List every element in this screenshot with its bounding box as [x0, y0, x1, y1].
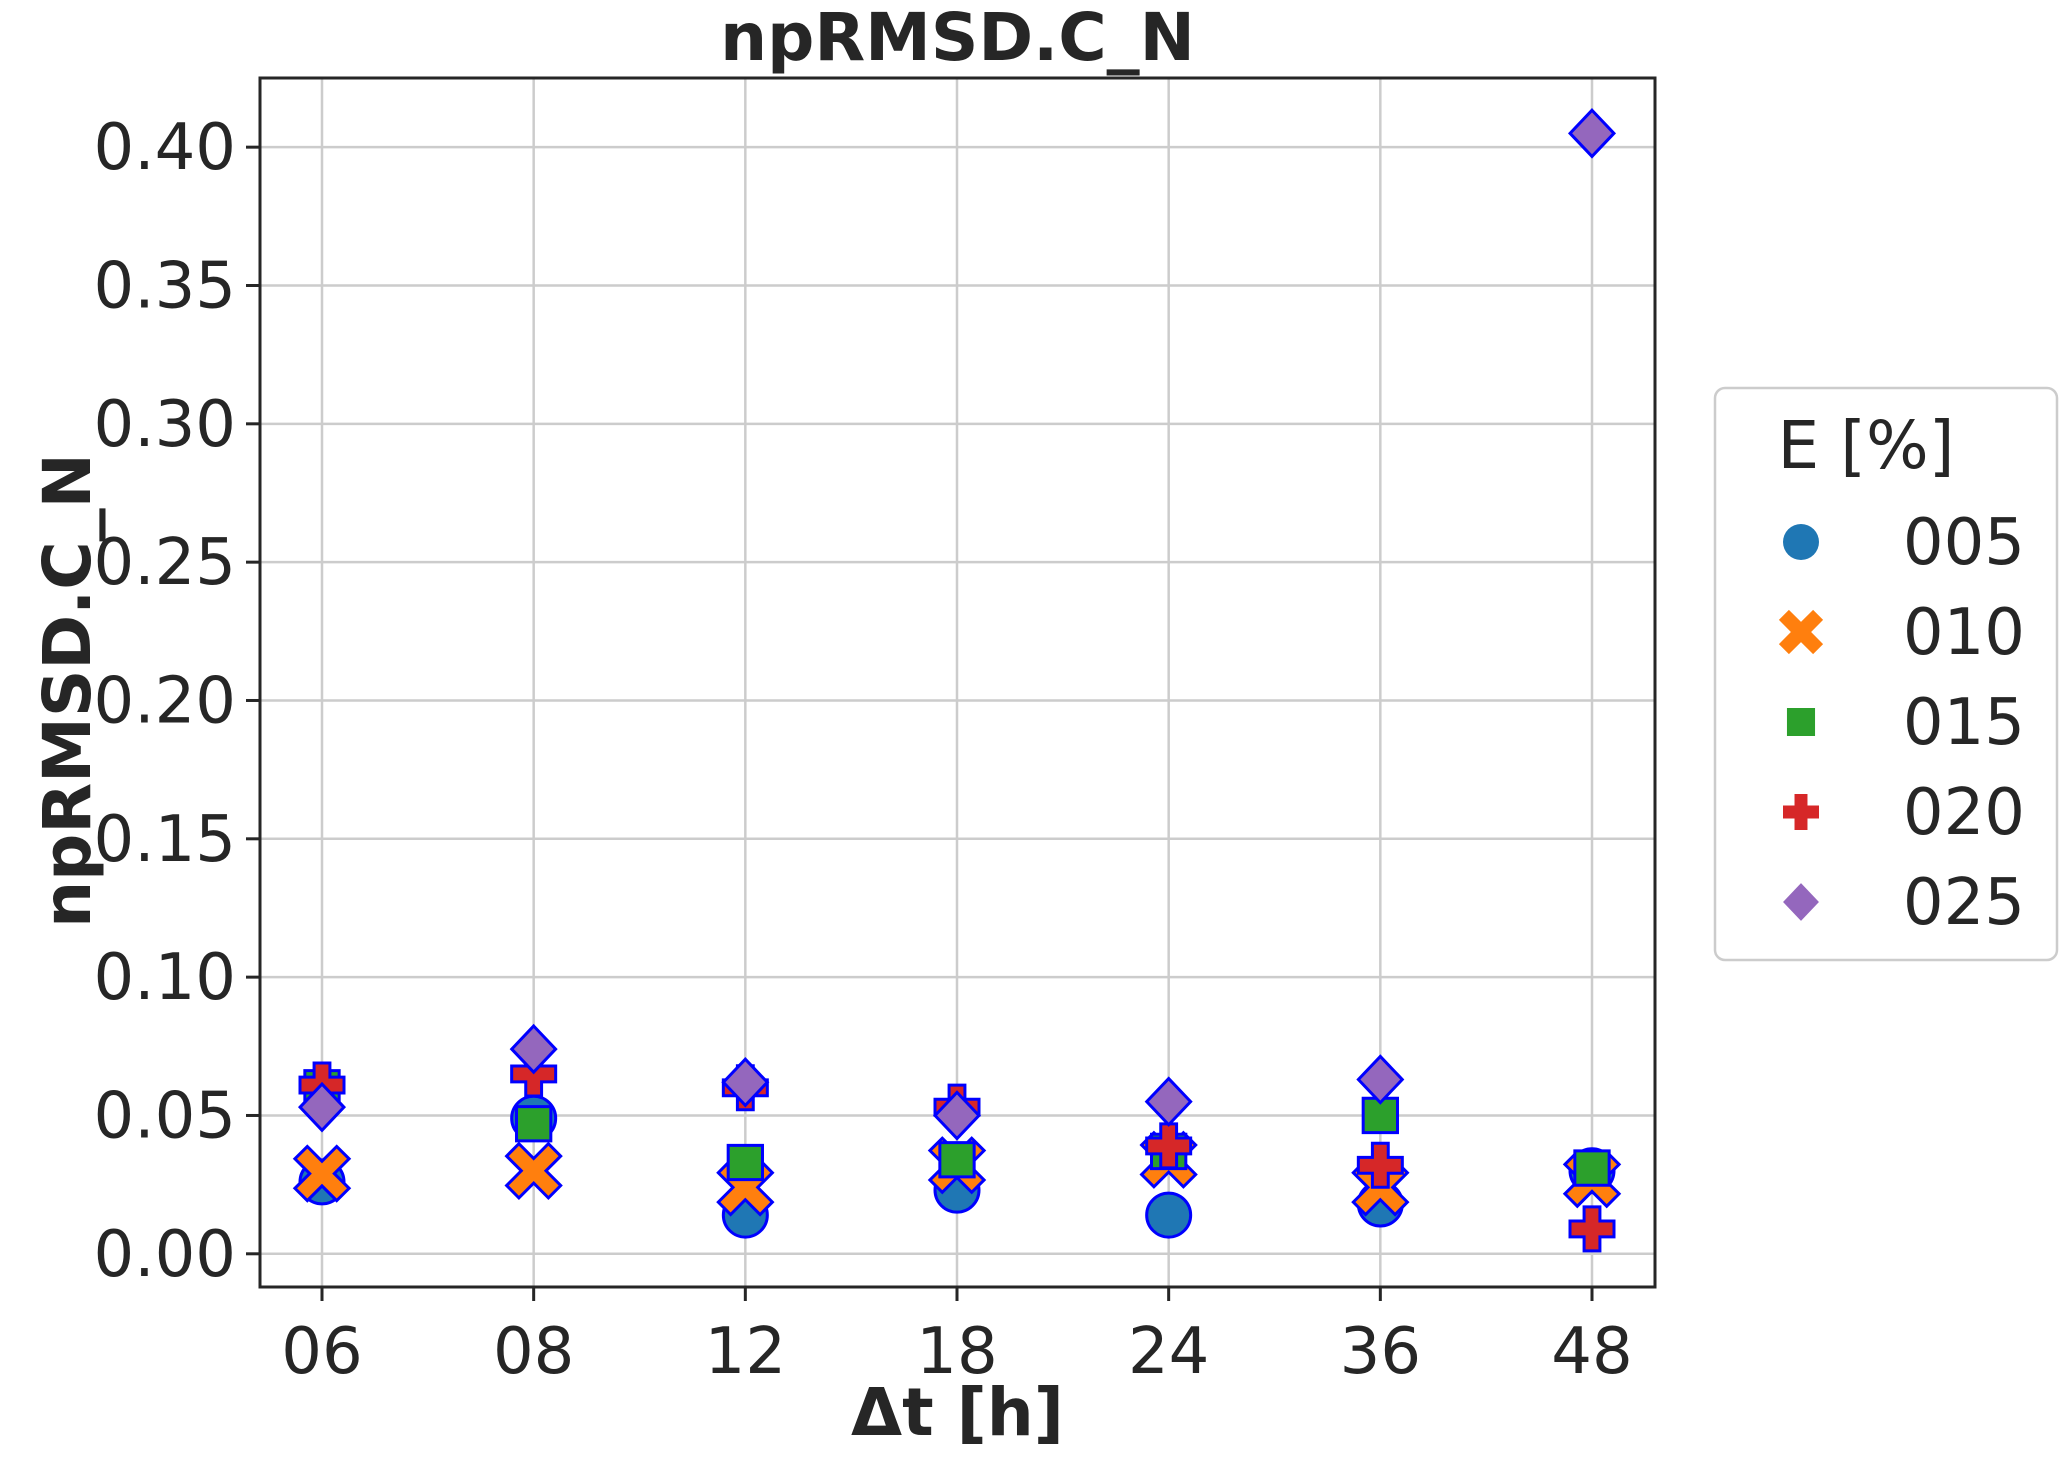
x-axis-label: Δt [h]	[851, 1374, 1064, 1451]
data-point	[1145, 1122, 1193, 1170]
legend-marker	[1783, 883, 1819, 921]
series-025	[297, 108, 1617, 1141]
data-point	[515, 1105, 553, 1143]
data-point	[726, 1143, 764, 1182]
x-tick-label: 12	[705, 1315, 786, 1389]
y-tick-label: 0.40	[94, 111, 237, 185]
data-point	[932, 1090, 982, 1141]
data-point	[504, 1141, 563, 1201]
data-points	[292, 108, 1622, 1253]
axis-ticks: 0.00 0.05 0.10 0.15 0.20 0.25 0.30 0.35 0.40 06 08…	[94, 111, 1633, 1389]
data-point	[1356, 1141, 1404, 1189]
legend-entry-label: 005	[1903, 506, 2025, 580]
data-point	[1568, 1205, 1616, 1253]
y-tick-label: 0.30	[94, 388, 237, 462]
data-point	[721, 1056, 770, 1108]
chart-title: npRMSD.C_N	[720, 0, 1195, 76]
y-tick-label: 0.20	[94, 664, 237, 738]
x-tick-label: 36	[1340, 1315, 1421, 1389]
legend-title: E [%]	[1778, 407, 1955, 484]
legend-entry-label: 015	[1903, 686, 2025, 760]
legend-entry-label: 025	[1903, 866, 2025, 940]
legend-entry-label: 010	[1903, 596, 2025, 670]
x-tick-label: 18	[916, 1315, 997, 1389]
legend-marker	[1778, 609, 1824, 655]
y-tick-label: 0.35	[94, 249, 237, 323]
data-point	[509, 1023, 558, 1075]
y-tick-label: 0.05	[94, 1079, 237, 1153]
legend: E [%] 005 010 015 020 025	[1713, 386, 2059, 962]
legend-marker	[1786, 707, 1816, 737]
legend-marker	[1783, 524, 1819, 560]
y-tick-label: 0.15	[94, 803, 237, 877]
y-tick-label: 0.00	[94, 1218, 237, 1292]
y-tick-label: 0.25	[94, 526, 237, 600]
legend-marker	[1783, 794, 1819, 830]
data-point	[1573, 1149, 1611, 1187]
data-point	[1356, 1054, 1405, 1105]
data-point	[938, 1141, 976, 1179]
x-tick-label: 48	[1551, 1315, 1632, 1389]
data-point	[292, 1144, 352, 1203]
x-tick-label: 08	[493, 1315, 574, 1389]
data-point	[1145, 1191, 1193, 1239]
y-tick-label: 0.10	[94, 941, 237, 1015]
data-point	[1567, 108, 1617, 159]
data-point	[297, 1081, 347, 1133]
legend-entry-label: 020	[1903, 776, 2025, 850]
x-tick-label: 06	[281, 1315, 362, 1389]
x-tick-label: 24	[1128, 1315, 1209, 1389]
data-point	[1144, 1076, 1193, 1127]
y-axis-label: npRMSD.C_N	[29, 453, 106, 928]
